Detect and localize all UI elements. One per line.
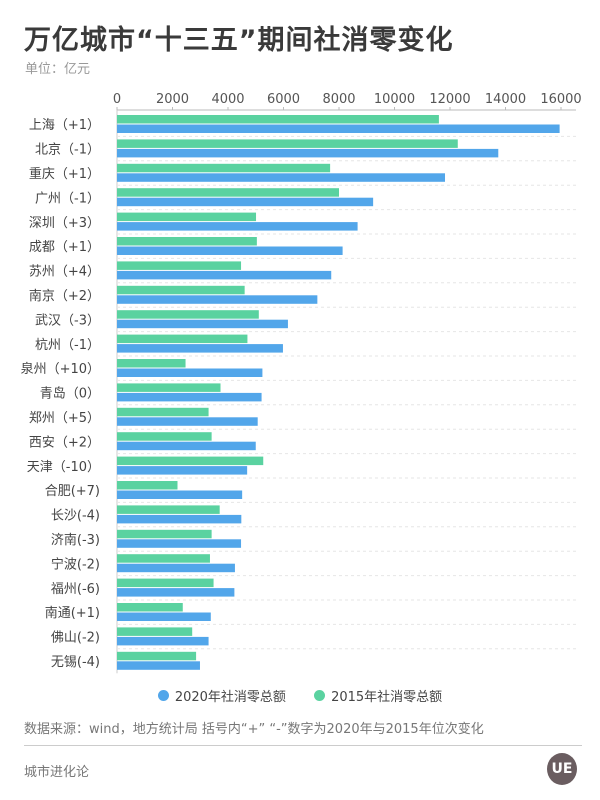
category-label: 青岛（0） [40, 386, 100, 402]
bar-2015 [117, 603, 183, 612]
category-label: 上海（+1） [29, 118, 100, 133]
bar-2020 [117, 661, 200, 670]
category-label: 福州(-6) [51, 582, 100, 597]
x-tick-label: 12000 [429, 92, 470, 107]
bar-2020 [117, 197, 374, 207]
x-tick-label: 2000 [156, 92, 189, 107]
bar-2020 [117, 417, 258, 426]
legend-label: 2020年社消零总额 [174, 690, 286, 705]
source-note: 数据来源：wind，地方统计局 括号内“+” “-”数字为2020年与2015年… [24, 722, 484, 737]
category-label: 重庆（+1） [29, 166, 100, 182]
x-tick-label: 16000 [540, 92, 581, 107]
legend-label: 2015年社消零总额 [331, 690, 443, 705]
bar-2020 [117, 173, 446, 182]
bar-2015 [117, 529, 212, 539]
category-label: 宁波(-2) [51, 556, 100, 572]
category-label: 南通(+1) [45, 605, 100, 621]
category-label: 南京（+2） [29, 288, 100, 304]
x-tick-label: 8000 [322, 92, 355, 107]
bar-2020 [117, 392, 262, 402]
category-label: 济南(-3) [51, 532, 100, 548]
category-label: 合肥(+7) [45, 484, 100, 499]
bar-2015 [117, 115, 439, 124]
bar-2015 [117, 407, 209, 417]
x-tick-label: 10000 [374, 92, 415, 107]
bar-2020 [117, 563, 235, 573]
legend: 2020年社消零总额 2015年社消零总额 [0, 686, 600, 705]
bar-2015 [117, 188, 339, 197]
bar-2020 [117, 441, 256, 451]
bar-2020 [117, 148, 499, 158]
bar-2020 [117, 466, 248, 475]
brand-logo: UE [547, 753, 577, 785]
category-label: 郑州（+5） [29, 411, 100, 426]
legend-item-2020[interactable]: 2020年社消零总额 [157, 686, 286, 705]
bar-2020 [117, 636, 209, 646]
legend-item-2015[interactable]: 2015年社消零总额 [314, 686, 442, 705]
divider [24, 745, 582, 746]
bar-2015 [117, 310, 259, 319]
footer-brand: 城市进化论 [24, 765, 90, 780]
bar-2020 [117, 539, 242, 548]
bar-2020 [117, 588, 235, 597]
bar-2020 [117, 490, 243, 499]
category-label: 深圳（+3） [29, 216, 100, 231]
category-label: 北京（-1） [35, 143, 100, 158]
legend-swatch [314, 690, 326, 701]
bar-2015 [117, 651, 197, 661]
category-label: 无锡(-4) [51, 655, 100, 670]
x-tick-label: 14000 [485, 92, 526, 107]
category-label: 佛山(-2) [51, 631, 100, 646]
bar-2015 [117, 261, 242, 270]
bar-2015 [117, 456, 264, 466]
bar-2015 [117, 334, 248, 344]
category-label: 杭州（-1） [35, 338, 100, 353]
bar-2015 [117, 481, 178, 490]
bar-2020 [117, 124, 560, 133]
bar-2020 [117, 514, 242, 524]
category-label: 西安（+2） [29, 435, 100, 450]
bar-2020 [117, 270, 332, 280]
bar-2015 [117, 432, 212, 441]
category-label: 苏州（+4） [29, 264, 100, 280]
chart-unit: 单位：亿元 [25, 62, 91, 77]
bar-2015 [117, 383, 221, 392]
category-label: 广州（-1） [35, 191, 100, 206]
category-label: 天津（-10） [27, 460, 100, 475]
x-tick-label: 4000 [211, 92, 244, 107]
bar-2015 [117, 285, 245, 295]
bar-2015 [117, 212, 257, 222]
bar-2020 [117, 246, 343, 255]
bar-2020 [117, 222, 358, 231]
bar-2020 [117, 319, 288, 329]
category-label: 长沙(-4) [51, 509, 100, 524]
bar-chart: 0 2000 4000 6000 8000 10000 12000 14000 16000 上海（… [21, 92, 582, 674]
bar-2015 [117, 139, 458, 148]
bar-2015 [117, 578, 214, 588]
legend-swatch [157, 690, 169, 701]
category-label: 成都（+1） [29, 240, 100, 255]
bar-2020 [117, 612, 211, 621]
chart-title: 万亿城市“十三五”期间社消零变化 [24, 25, 454, 56]
bar-2015 [117, 627, 193, 636]
category-label: 泉州（+10） [21, 361, 100, 377]
bar-2020 [117, 295, 318, 304]
x-tick-label: 0 [113, 92, 121, 107]
x-tick-label: 6000 [267, 92, 300, 107]
bar-2015 [117, 554, 210, 563]
bar-2015 [117, 505, 220, 514]
bar-2020 [117, 344, 283, 353]
bar-2020 [117, 368, 263, 377]
category-label: 武汉（-3） [35, 313, 100, 328]
bar-2015 [117, 163, 331, 173]
bar-2015 [117, 359, 186, 368]
bar-2015 [117, 237, 257, 246]
